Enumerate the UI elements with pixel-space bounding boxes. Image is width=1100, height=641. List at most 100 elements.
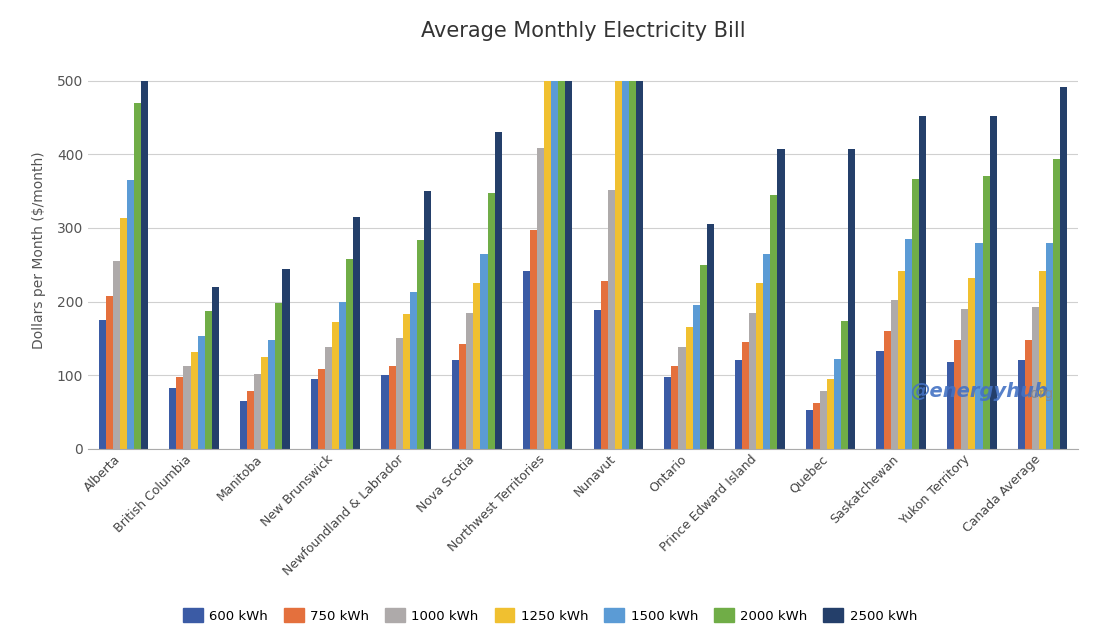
Bar (169, 388, 176, 449)
Bar (537, 149, 544, 449)
Bar (184, 365, 190, 449)
Bar (382, 375, 388, 449)
Bar (735, 360, 743, 449)
Bar (262, 358, 268, 449)
Text: @energyhub: @energyhub (911, 382, 1048, 401)
Title: Average Monthly Electricity Bill: Average Monthly Electricity Bill (420, 21, 746, 42)
Bar (961, 309, 968, 449)
Bar (205, 311, 211, 449)
Text: .org: .org (1026, 387, 1054, 401)
Bar (388, 365, 396, 449)
Bar (700, 265, 706, 449)
Bar (409, 292, 417, 449)
Bar (671, 366, 679, 449)
Bar (324, 347, 332, 449)
Bar (190, 351, 198, 449)
Bar (778, 149, 784, 449)
Bar (607, 190, 615, 449)
Bar (403, 314, 409, 449)
Bar (126, 180, 134, 449)
Bar (968, 278, 976, 449)
Bar (481, 254, 487, 449)
Bar (396, 338, 403, 449)
Bar (346, 259, 353, 449)
Bar (834, 359, 842, 449)
Bar (770, 195, 778, 449)
Bar (332, 322, 339, 449)
Bar (594, 310, 601, 449)
Bar (629, 81, 636, 449)
Bar (565, 81, 572, 449)
Bar (424, 191, 431, 449)
Bar (813, 403, 820, 449)
Bar (904, 239, 912, 449)
Bar (621, 81, 629, 449)
Bar (141, 81, 149, 449)
Legend: 600 kWh, 750 kWh, 1000 kWh, 1250 kWh, 1500 kWh, 2000 kWh, 2500 kWh: 600 kWh, 750 kWh, 1000 kWh, 1250 kWh, 15… (177, 603, 923, 628)
Bar (742, 342, 749, 449)
Bar (254, 374, 262, 449)
Bar (842, 321, 848, 449)
Bar (268, 340, 275, 449)
Bar (522, 271, 530, 449)
Bar (848, 149, 856, 449)
Bar (636, 81, 644, 449)
Bar (134, 103, 141, 449)
Bar (120, 219, 127, 449)
Bar (1040, 271, 1046, 449)
Bar (693, 305, 700, 449)
Bar (820, 391, 827, 449)
Bar (487, 192, 495, 449)
Bar (1032, 306, 1040, 449)
Bar (530, 230, 537, 449)
Bar (805, 410, 813, 449)
Bar (495, 132, 502, 449)
Bar (982, 176, 990, 449)
Bar (827, 379, 834, 449)
Bar (976, 243, 982, 449)
Bar (706, 224, 714, 449)
Bar (466, 313, 473, 449)
Bar (601, 281, 607, 449)
Bar (473, 283, 481, 449)
Bar (1046, 243, 1053, 449)
Bar (749, 313, 756, 449)
Bar (756, 283, 763, 449)
Bar (685, 328, 693, 449)
Bar (339, 301, 346, 449)
Bar (990, 116, 997, 449)
Bar (947, 362, 954, 449)
Bar (211, 287, 219, 449)
Bar (955, 340, 961, 449)
Bar (615, 81, 622, 449)
Bar (877, 351, 883, 449)
Bar (240, 401, 248, 449)
Bar (248, 391, 254, 449)
Bar (310, 379, 318, 449)
Bar (417, 240, 424, 449)
Bar (176, 378, 184, 449)
Bar (544, 81, 551, 449)
Bar (318, 369, 324, 449)
Bar (898, 271, 904, 449)
Bar (460, 344, 466, 449)
Bar (353, 217, 361, 449)
Bar (679, 347, 685, 449)
Bar (1060, 87, 1067, 449)
Bar (275, 303, 283, 449)
Bar (664, 378, 671, 449)
Bar (198, 336, 205, 449)
Bar (106, 296, 112, 449)
Bar (891, 300, 898, 449)
Bar (918, 116, 926, 449)
Bar (452, 360, 460, 449)
Bar (883, 331, 891, 449)
Bar (112, 261, 120, 449)
Bar (558, 81, 565, 449)
Bar (551, 81, 558, 449)
Bar (912, 179, 918, 449)
Bar (1025, 340, 1032, 449)
Bar (1018, 360, 1025, 449)
Bar (283, 269, 289, 449)
Y-axis label: Dollars per Month ($/month): Dollars per Month ($/month) (32, 151, 46, 349)
